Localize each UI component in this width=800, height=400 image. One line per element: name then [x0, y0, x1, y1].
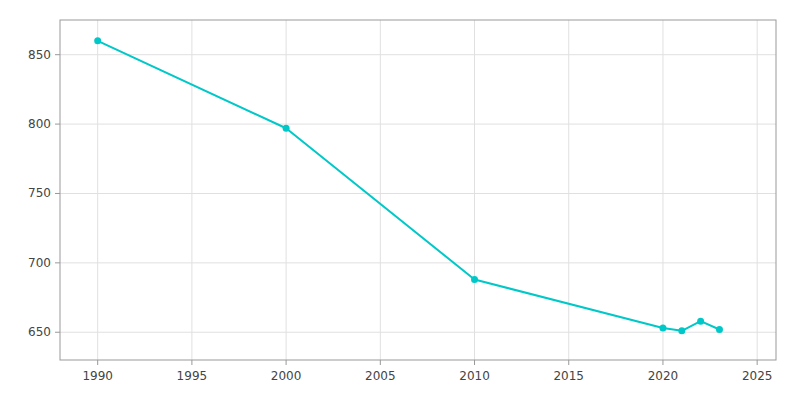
data-point: [283, 125, 290, 132]
y-tick: [55, 193, 60, 194]
x-tick: [662, 360, 663, 365]
y-tick: [55, 54, 60, 55]
x-grid-line: [380, 20, 381, 360]
y-tick: [55, 262, 60, 263]
plot-frame: [60, 20, 776, 360]
x-grid-line: [662, 20, 663, 360]
x-tick-label: 2025: [742, 369, 773, 383]
x-grid-line: [757, 20, 758, 360]
data-point: [94, 37, 101, 44]
y-grid-line: [60, 193, 776, 194]
grid: [60, 20, 776, 360]
x-tick-label: 2010: [459, 369, 490, 383]
x-tick: [380, 360, 381, 365]
x-tick-label: 1990: [82, 369, 113, 383]
chart-svg: 1990 1995 2000 2005 2010 2015 2020 2025 650 700 75…: [0, 0, 800, 400]
data-point: [471, 276, 478, 283]
data-point: [697, 318, 704, 325]
x-grid-line: [568, 20, 569, 360]
axes: 1990 1995 2000 2005 2010 2015 2020 2025 650 700 75…: [28, 48, 772, 383]
y-tick: [55, 124, 60, 125]
data-point: [716, 326, 723, 333]
data-point: [659, 325, 666, 332]
x-tick-label: 2005: [365, 369, 396, 383]
data-point: [678, 327, 685, 334]
y-grid-line: [60, 262, 776, 263]
y-tick-label: 850: [28, 48, 51, 62]
x-tick-label: 2020: [648, 369, 679, 383]
y-tick-label: 700: [28, 256, 51, 270]
y-tick-label: 800: [28, 117, 51, 131]
x-grid-line: [474, 20, 475, 360]
data-group: [94, 37, 723, 334]
y-grid-line: [60, 332, 776, 333]
y-tick-label: 650: [28, 325, 51, 339]
x-tick: [97, 360, 98, 365]
y-tick: [55, 332, 60, 333]
x-grid-line: [191, 20, 192, 360]
x-tick: [568, 360, 569, 365]
page: {"chart_data": {"type": "line", "x": [19…: [0, 0, 800, 400]
x-tick: [757, 360, 758, 365]
x-tick: [286, 360, 287, 365]
x-grid-line: [286, 20, 287, 360]
x-tick-label: 2000: [271, 369, 302, 383]
chart-container: 1990 1995 2000 2005 2010 2015 2020 2025 650 700 75…: [0, 0, 800, 400]
x-grid-line: [97, 20, 98, 360]
x-tick-label: 2015: [553, 369, 584, 383]
data-line: [98, 41, 720, 331]
y-tick-label: 750: [28, 186, 51, 200]
y-grid-line: [60, 124, 776, 125]
x-tick: [191, 360, 192, 365]
x-tick: [474, 360, 475, 365]
x-tick-label: 1995: [177, 369, 208, 383]
y-grid-line: [60, 54, 776, 55]
